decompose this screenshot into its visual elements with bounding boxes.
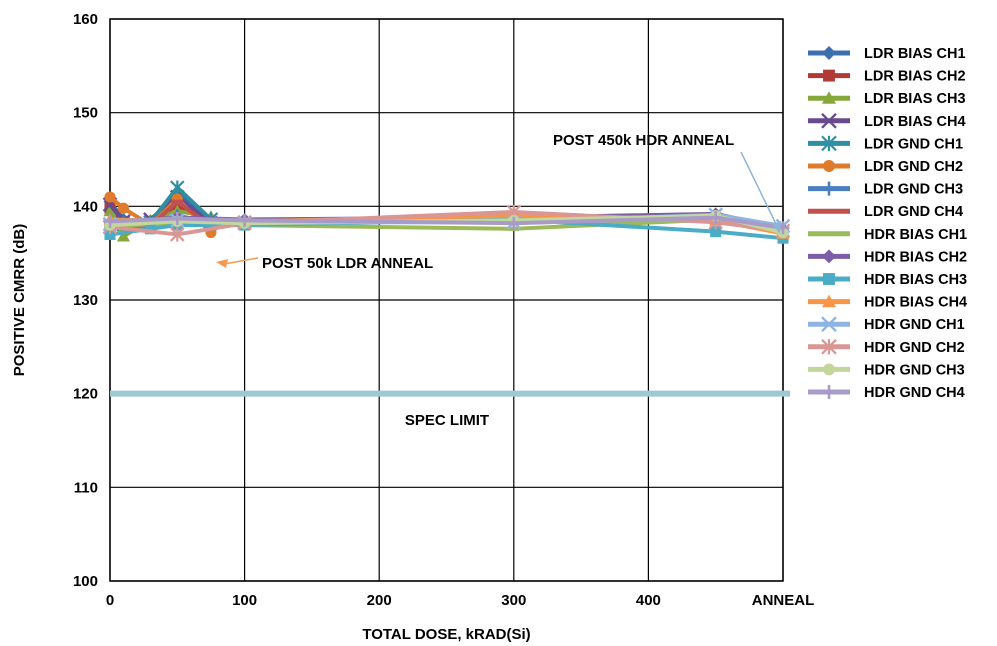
annotation-arrowhead [772, 221, 781, 234]
legend-swatch-marker [821, 339, 837, 355]
legend-swatch-marker [821, 135, 837, 152]
data-point [171, 198, 183, 210]
legend-item: HDR BIAS CH3 [808, 272, 967, 288]
data-point [238, 213, 252, 227]
y-tick-label: 110 [74, 479, 98, 496]
legend-item: LDR GND CH1 [808, 135, 963, 152]
y-tick-label: 130 [73, 292, 98, 309]
data-point [103, 204, 117, 217]
y-tick-label: 120 [73, 386, 98, 403]
legend-swatch-marker [822, 294, 836, 308]
legend-swatch-marker [822, 249, 836, 264]
annotation-layer: POST 50k LDR ANNEAL POST 450k HDR ANNEAL [216, 132, 781, 272]
legend-label: LDR GND CH2 [864, 159, 963, 175]
legend-label: HDR BIAS CH1 [864, 227, 967, 243]
legend-item: LDR GND CH2 [808, 159, 963, 175]
series-hdr-gnd-ch4 [103, 211, 790, 235]
legend-label: HDR BIAS CH2 [864, 249, 967, 265]
legend-label: LDR BIAS CH2 [864, 69, 966, 85]
legend-label: HDR GND CH3 [864, 362, 965, 378]
x-tick-label: 400 [636, 592, 661, 609]
data-point [170, 212, 184, 226]
legend-swatch-marker [822, 46, 836, 60]
legend-label: HDR BIAS CH4 [864, 295, 967, 311]
data-point [103, 214, 117, 228]
x-tick-label: ANNEAL [752, 592, 815, 609]
legend-item: HDR GND CH1 [808, 316, 965, 333]
legend-label: HDR BIAS CH3 [864, 272, 967, 288]
data-point [117, 202, 129, 214]
x-axis-label: TOTAL DOSE, kRAD(Si) [362, 626, 530, 643]
data-point [710, 226, 722, 238]
legend-label: LDR GND CH1 [864, 136, 963, 152]
data-point [104, 191, 116, 203]
legend-swatch-marker [821, 112, 837, 129]
legend-swatch-marker [823, 363, 835, 376]
spec-limit-label: SPEC LIMIT [405, 412, 489, 429]
legend-label: LDR BIAS CH1 [864, 46, 966, 62]
series-line [109, 209, 784, 237]
data-point [104, 228, 116, 240]
annotation-arrowhead [216, 259, 228, 268]
series-layer [102, 180, 791, 244]
legend-swatch-marker [822, 181, 836, 196]
legend-item: HDR BIAS CH2 [808, 249, 967, 265]
spec-limit-layer: SPEC LIMIT [110, 390, 790, 429]
data-point [507, 216, 521, 230]
x-tick-label: 300 [501, 592, 526, 609]
legend-swatch-marker [823, 160, 835, 172]
y-axis-label: POSITIVE CMRR (dB) [11, 224, 28, 377]
annotation-post-450k-hdr-anneal: POST 450k HDR ANNEAL [553, 132, 734, 149]
legend-swatch-marker [822, 231, 836, 236]
x-tick-label: 0 [106, 592, 114, 609]
axis-layer: 100 110 120 130 140 150 160 0 100 200 300 400 ANNEAL… [11, 11, 814, 643]
x-tick-label: 100 [232, 592, 257, 609]
annotation-arrow [223, 257, 259, 265]
y-tick-label: 100 [73, 573, 98, 590]
series-line [109, 215, 784, 230]
legend-swatch-marker [822, 385, 836, 399]
y-tick-label: 140 [73, 198, 98, 215]
legend-item: LDR GND CH4 [808, 204, 963, 220]
legend-label: LDR BIAS CH4 [864, 114, 966, 130]
legend-swatch-marker [822, 91, 836, 104]
data-point [171, 199, 184, 204]
legend-item: LDR BIAS CH2 [808, 69, 966, 85]
legend-item: LDR BIAS CH1 [808, 46, 966, 62]
legend-item: HDR GND CH3 [808, 362, 965, 378]
annotation-post-50k-ldr-anneal: POST 50k LDR ANNEAL [262, 255, 433, 272]
legend: LDR BIAS CH1 LDR BIAS CH2 LDR BIAS CH3 LDR … [808, 46, 967, 401]
annotation-arrow [740, 151, 778, 227]
x-tick-label: 200 [367, 592, 392, 609]
data-point [709, 211, 723, 225]
grid [109, 18, 784, 582]
y-tick-label: 150 [73, 105, 98, 122]
data-point [144, 223, 156, 235]
legend-label: LDR GND CH4 [864, 204, 963, 220]
legend-item: HDR BIAS CH1 [808, 227, 967, 243]
legend-item: LDR BIAS CH3 [808, 91, 966, 107]
legend-swatch-marker [822, 209, 836, 214]
legend-label: LDR BIAS CH3 [864, 91, 966, 107]
data-point [170, 180, 185, 195]
legend-item: HDR GND CH2 [808, 339, 965, 356]
y-tick-label: 160 [73, 11, 98, 28]
legend-item: LDR GND CH3 [808, 181, 963, 198]
legend-label: HDR GND CH2 [864, 340, 965, 356]
legend-label: LDR GND CH3 [864, 182, 963, 198]
legend-label: HDR GND CH1 [864, 317, 965, 333]
legend-swatch-marker [823, 69, 835, 82]
legend-item: LDR BIAS CH4 [808, 112, 966, 130]
data-point [116, 229, 130, 242]
legend-label: HDR GND CH4 [864, 385, 965, 401]
legend-item: HDR BIAS CH4 [808, 294, 967, 311]
legend-swatch-marker [821, 316, 837, 333]
legend-item: HDR GND CH4 [808, 385, 965, 401]
legend-swatch-marker [823, 273, 835, 285]
data-point [170, 227, 185, 242]
